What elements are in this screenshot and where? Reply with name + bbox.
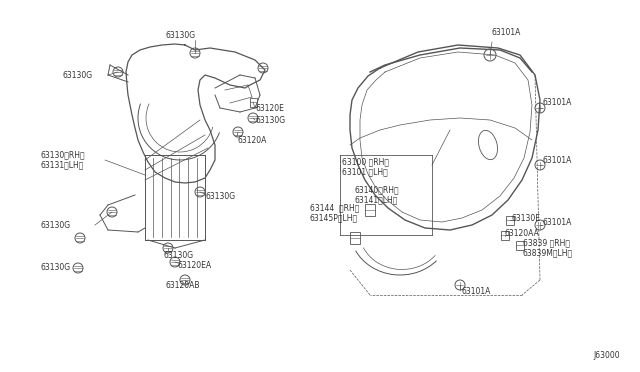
Text: 63120E: 63120E: [256, 103, 285, 112]
Bar: [365, 204, 375, 216]
Bar: [250, 97, 257, 106]
Bar: [516, 241, 524, 250]
Text: 63101A: 63101A: [543, 97, 572, 106]
Text: 63120AA: 63120AA: [505, 228, 540, 237]
Text: 63101A: 63101A: [543, 155, 572, 164]
Bar: [501, 231, 509, 240]
Text: 63100 〈RH〉: 63100 〈RH〉: [342, 157, 389, 167]
Bar: [350, 232, 360, 244]
Text: 63839M〈LH〉: 63839M〈LH〉: [523, 248, 573, 257]
Text: 63130〈RH〉: 63130〈RH〉: [40, 151, 84, 160]
Text: 63130G: 63130G: [205, 192, 235, 201]
Text: 63130G: 63130G: [163, 250, 193, 260]
Text: 63101A: 63101A: [543, 218, 572, 227]
Text: 63839 〈RH〉: 63839 〈RH〉: [523, 238, 570, 247]
Text: 63130G: 63130G: [256, 115, 286, 125]
Text: 63130G: 63130G: [40, 263, 70, 273]
Text: 63131〈LH〉: 63131〈LH〉: [40, 160, 83, 170]
Text: 63130G: 63130G: [165, 31, 195, 39]
Text: 63141〈LH〉: 63141〈LH〉: [355, 196, 398, 205]
Text: 63145P〈LH〉: 63145P〈LH〉: [310, 214, 358, 222]
Text: 63101A: 63101A: [462, 288, 492, 296]
Text: 63130E: 63130E: [512, 214, 541, 222]
Text: 63144  〈RH〉: 63144 〈RH〉: [310, 203, 360, 212]
Text: 63101 〈LH〉: 63101 〈LH〉: [342, 167, 388, 176]
Text: 63120A: 63120A: [238, 135, 268, 144]
Bar: [506, 215, 514, 224]
Text: 63101A: 63101A: [492, 28, 522, 36]
Text: 63130G: 63130G: [40, 221, 70, 230]
Text: 63120AB: 63120AB: [165, 280, 200, 289]
Text: 63130G: 63130G: [62, 71, 92, 80]
Text: J63000: J63000: [593, 350, 620, 359]
Text: 63140〈RH〉: 63140〈RH〉: [355, 186, 399, 195]
Text: 63120EA: 63120EA: [178, 260, 212, 269]
